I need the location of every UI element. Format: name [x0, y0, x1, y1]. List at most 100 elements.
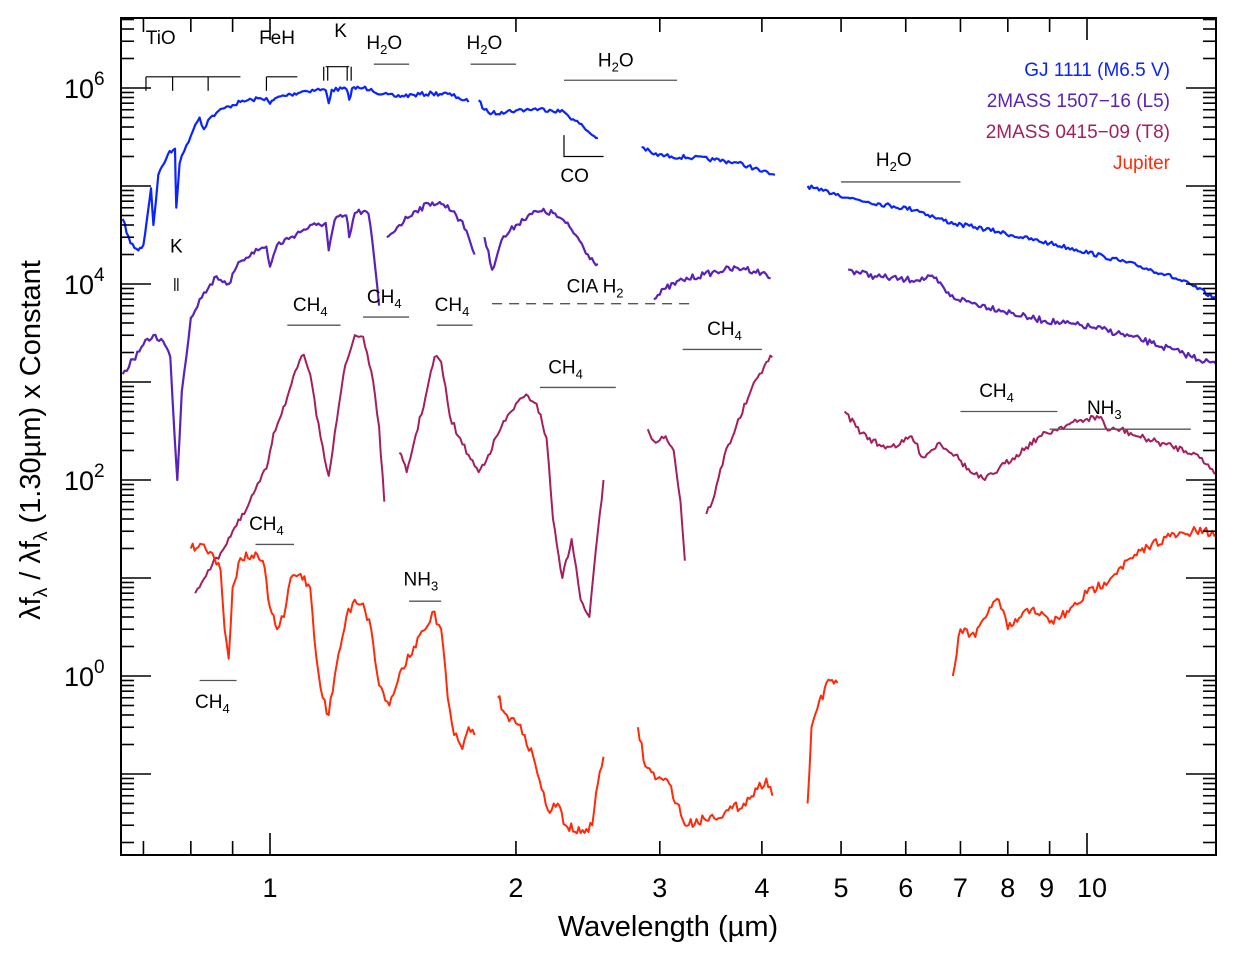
x-tick-label: 5: [834, 873, 849, 903]
x-tick-label: 7: [953, 873, 968, 903]
annotation-text: CIA H: [567, 276, 617, 297]
annotation-subscript: 4: [394, 296, 401, 311]
y-tick-label: 104: [64, 265, 105, 300]
annotation-subscript: 4: [462, 304, 469, 319]
x-tick-label: 9: [1039, 873, 1054, 903]
series-segment: [386, 200, 476, 255]
annotation-ch4-f: CH4: [979, 381, 1014, 405]
series-segment: [497, 695, 605, 835]
y-title-sub: λ: [31, 587, 52, 597]
annotation-tail: O: [488, 33, 503, 54]
legend: GJ 1111 (M6.5 V) 2MASS 1507−16 (L5) 2MASS …: [986, 60, 1171, 174]
series-segment: [951, 526, 1216, 677]
legend-entry: Jupiter: [1113, 153, 1171, 174]
annotation-text: K: [170, 236, 183, 257]
annotation-ch4-b: CH4: [367, 287, 402, 311]
co-bracket: [563, 135, 604, 158]
annotation-tail: O: [897, 150, 912, 171]
annotation-k-top: K: [334, 21, 347, 42]
annotation-h2o-4: H2O: [876, 150, 912, 174]
annotation-text: CH: [979, 381, 1006, 402]
y-tick-base: 10: [64, 270, 94, 300]
series-gj-1111-m6-5-v-: [121, 85, 1216, 300]
plot-frame: [120, 17, 1217, 856]
annotation-text: CH: [707, 319, 734, 340]
y-tick-base: 10: [64, 74, 94, 104]
annotation-text: H: [598, 51, 612, 72]
y-tick-exp: 4: [94, 265, 105, 286]
annotation-tail: O: [387, 33, 402, 54]
series-layer: [121, 85, 1216, 835]
x-tick-label: 8: [1000, 873, 1015, 903]
series-segment: [646, 428, 686, 561]
series-segment: [194, 334, 386, 594]
annotation-ch4-h: CH4: [195, 692, 230, 716]
annotation-nh3-b: NH3: [404, 569, 439, 593]
annotation-text: TiO: [146, 28, 176, 49]
annotation-text: CH: [367, 287, 394, 308]
svg-text:λfλ / λfλ (1.30µm) x Constant: λfλ / λfλ (1.30µm) x Constant: [15, 260, 52, 620]
x-tick-label: 6: [898, 873, 913, 903]
series-segment: [483, 207, 599, 271]
y-axis-title: λfλ / λfλ (1.30µm) x Constant: [15, 260, 52, 620]
annotation-ch4-e: CH4: [548, 358, 583, 382]
annotation-subscript: 4: [576, 367, 583, 382]
annotation-k-mid: K: [170, 236, 183, 257]
annotation-tio: TiO: [146, 28, 176, 49]
y-tick-label: 106: [64, 69, 105, 104]
annotation-h2o-2: H2O: [467, 33, 503, 57]
annotation-subscript: 4: [277, 523, 284, 538]
series-segment: [848, 268, 1216, 366]
annotation-text: NH: [1087, 398, 1114, 419]
annotation-text: H: [876, 150, 890, 171]
annotation-text: NH: [404, 569, 431, 590]
annotation-ch4-c: CH4: [435, 295, 470, 319]
annotation-subscript: 3: [431, 578, 438, 593]
annotation-tail: O: [619, 51, 634, 72]
series-segment: [189, 542, 476, 750]
series-segment: [641, 145, 776, 176]
series-2mass-0415-09-t8-: [194, 334, 1216, 618]
annotation-text: CH: [293, 295, 320, 316]
annotation-subscript: 2: [480, 42, 487, 57]
annotation-text: CH: [249, 514, 276, 535]
y-tick-exp: 0: [94, 657, 105, 678]
x-tick-label: 10: [1077, 873, 1107, 903]
annotation-h2o-1: H2O: [366, 33, 402, 57]
series-segment: [121, 208, 381, 482]
y-tick-exp: 2: [94, 461, 105, 482]
annotation-subscript: 3: [1114, 407, 1121, 422]
annotation-subscript: 4: [1007, 390, 1014, 405]
annotation-co: CO: [560, 166, 589, 187]
annotation-feh: FeH: [259, 28, 295, 49]
x-tick-label: 2: [508, 873, 523, 903]
x-tick-label: 4: [754, 873, 769, 903]
series-segment: [806, 184, 1216, 300]
annotation-subscript: 4: [735, 328, 742, 343]
annotation-text: CO: [560, 166, 589, 187]
annotation-cia-h2: CIA H2: [567, 276, 624, 300]
y-tick-label: 100: [64, 657, 105, 692]
annotation-ch4-d: CH4: [707, 319, 742, 343]
y-tick-label: 102: [64, 461, 105, 496]
annotation-subscript: 4: [320, 304, 327, 319]
series-segment: [477, 99, 599, 140]
series-2mass-1507-16-l5-: [121, 200, 1216, 482]
annotation-h2o-3: H2O: [598, 51, 634, 75]
series-segment: [398, 355, 605, 618]
annotation-subscript: 2: [616, 285, 623, 300]
series-jupiter: [189, 526, 1216, 835]
x-tick-label: 1: [262, 873, 277, 903]
annotation-text: H: [467, 33, 481, 54]
annotation-nh3-a: NH3: [1087, 398, 1122, 422]
annotation-subscript: 4: [222, 701, 229, 716]
annotation-ch4-a: CH4: [293, 295, 328, 319]
annotation-text: K: [334, 21, 347, 42]
series-segment: [806, 678, 839, 804]
annotation-subscript: 2: [380, 42, 387, 57]
annotation-subscript: 2: [890, 159, 897, 174]
annotation-text: H: [366, 33, 380, 54]
